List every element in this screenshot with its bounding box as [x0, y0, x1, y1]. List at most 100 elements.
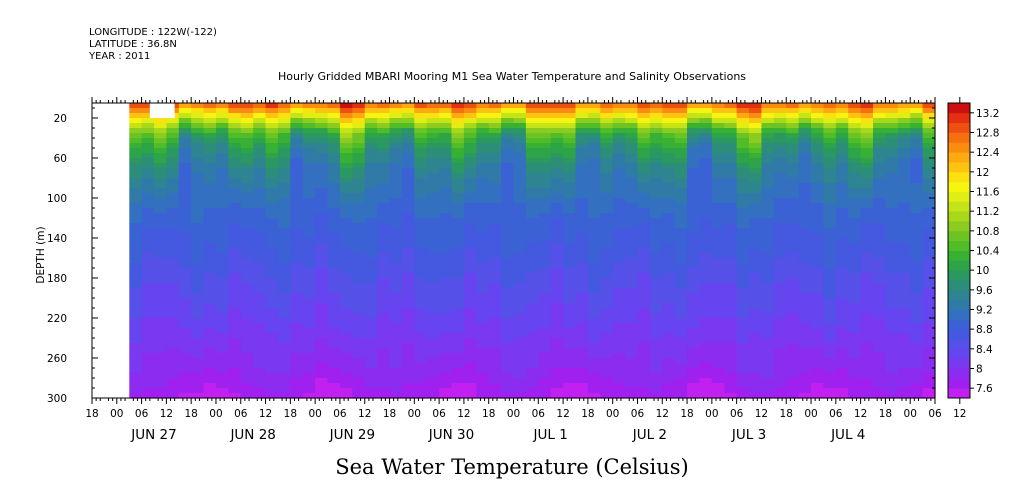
temperature-cell [414, 293, 428, 299]
temperature-cell [513, 153, 527, 159]
temperature-cell [463, 288, 477, 294]
temperature-cell [811, 358, 825, 364]
temperature-cell [501, 333, 515, 339]
temperature-cell [550, 323, 564, 329]
temperature-cell [823, 258, 837, 264]
temperature-cell [253, 273, 267, 279]
temperature-cell [835, 223, 849, 229]
temperature-cell [563, 203, 577, 209]
temperature-cell [463, 283, 477, 289]
temperature-cell [649, 188, 663, 194]
temperature-cell [327, 163, 341, 169]
temperature-cell [637, 308, 651, 314]
temperature-cell [352, 133, 366, 139]
temperature-cell [835, 293, 849, 299]
temperature-cell [364, 318, 378, 324]
temperature-cell [625, 203, 639, 209]
temperature-cell [525, 293, 539, 299]
temperature-cell [711, 223, 725, 229]
temperature-cell [141, 133, 155, 139]
temperature-cell [885, 243, 899, 249]
temperature-cell [389, 248, 403, 254]
temperature-cell [327, 108, 341, 114]
temperature-cell [625, 158, 639, 164]
temperature-cell [699, 148, 713, 154]
temperature-cell [513, 268, 527, 274]
temperature-cell [352, 183, 366, 189]
temperature-cell [215, 293, 229, 299]
temperature-cell [166, 368, 180, 374]
temperature-cell [563, 268, 577, 274]
temperature-cell [773, 198, 787, 204]
temperature-cell [339, 228, 353, 234]
temperature-cell [538, 233, 552, 239]
temperature-cell [451, 278, 465, 284]
temperature-cell [773, 348, 787, 354]
temperature-cell [786, 338, 800, 344]
temperature-cell [141, 388, 155, 394]
temperature-cell [674, 358, 688, 364]
temperature-cell [327, 268, 341, 274]
temperature-cell [352, 208, 366, 214]
temperature-cell [798, 208, 812, 214]
temperature-cell [662, 368, 676, 374]
temperature-cell [513, 228, 527, 234]
temperature-cell [290, 123, 304, 129]
temperature-cell [451, 378, 465, 384]
temperature-cell [253, 308, 267, 314]
temperature-cell [166, 128, 180, 134]
temperature-cell [538, 133, 552, 139]
temperature-cell [228, 268, 242, 274]
temperature-cell [587, 298, 601, 304]
temperature-cell [513, 103, 527, 109]
temperature-cell [575, 388, 589, 394]
temperature-cell [228, 323, 242, 329]
temperature-cell [885, 253, 899, 259]
temperature-cell [575, 328, 589, 334]
temperature-cell [873, 243, 887, 249]
temperature-cell [166, 153, 180, 159]
temperature-cell [674, 273, 688, 279]
temperature-cell [203, 343, 217, 349]
temperature-cell [625, 358, 639, 364]
temperature-cell [575, 273, 589, 279]
temperature-cell [153, 243, 167, 249]
temperature-cell [649, 198, 663, 204]
temperature-cell [426, 373, 440, 379]
temperature-cell [649, 383, 663, 389]
temperature-cell [389, 358, 403, 364]
temperature-cell [600, 103, 614, 109]
temperature-cell [501, 243, 515, 249]
temperature-cell [401, 343, 415, 349]
temperature-cell [649, 138, 663, 144]
temperature-cell [166, 268, 180, 274]
temperature-cell [600, 133, 614, 139]
temperature-cell [860, 168, 874, 174]
temperature-cell [625, 318, 639, 324]
temperature-cell [699, 138, 713, 144]
temperature-cell [240, 328, 254, 334]
x-hour-tick-label: 18 [879, 408, 892, 420]
temperature-cell [625, 113, 639, 119]
temperature-cell [612, 118, 626, 124]
temperature-cell [451, 273, 465, 279]
temperature-cell [687, 128, 701, 134]
temperature-cell [811, 223, 825, 229]
temperature-cell [153, 168, 167, 174]
temperature-cell [550, 368, 564, 374]
temperature-cell [538, 223, 552, 229]
temperature-cell [352, 328, 366, 334]
temperature-cell [240, 213, 254, 219]
temperature-cell [327, 293, 341, 299]
temperature-cell [290, 393, 304, 399]
temperature-cell [910, 248, 924, 254]
temperature-cell [873, 378, 887, 384]
temperature-cell [600, 268, 614, 274]
temperature-cell [736, 143, 750, 149]
temperature-cell [873, 303, 887, 309]
temperature-cell [315, 278, 329, 284]
temperature-cell [389, 178, 403, 184]
temperature-cell [811, 103, 825, 109]
temperature-cell [215, 258, 229, 264]
